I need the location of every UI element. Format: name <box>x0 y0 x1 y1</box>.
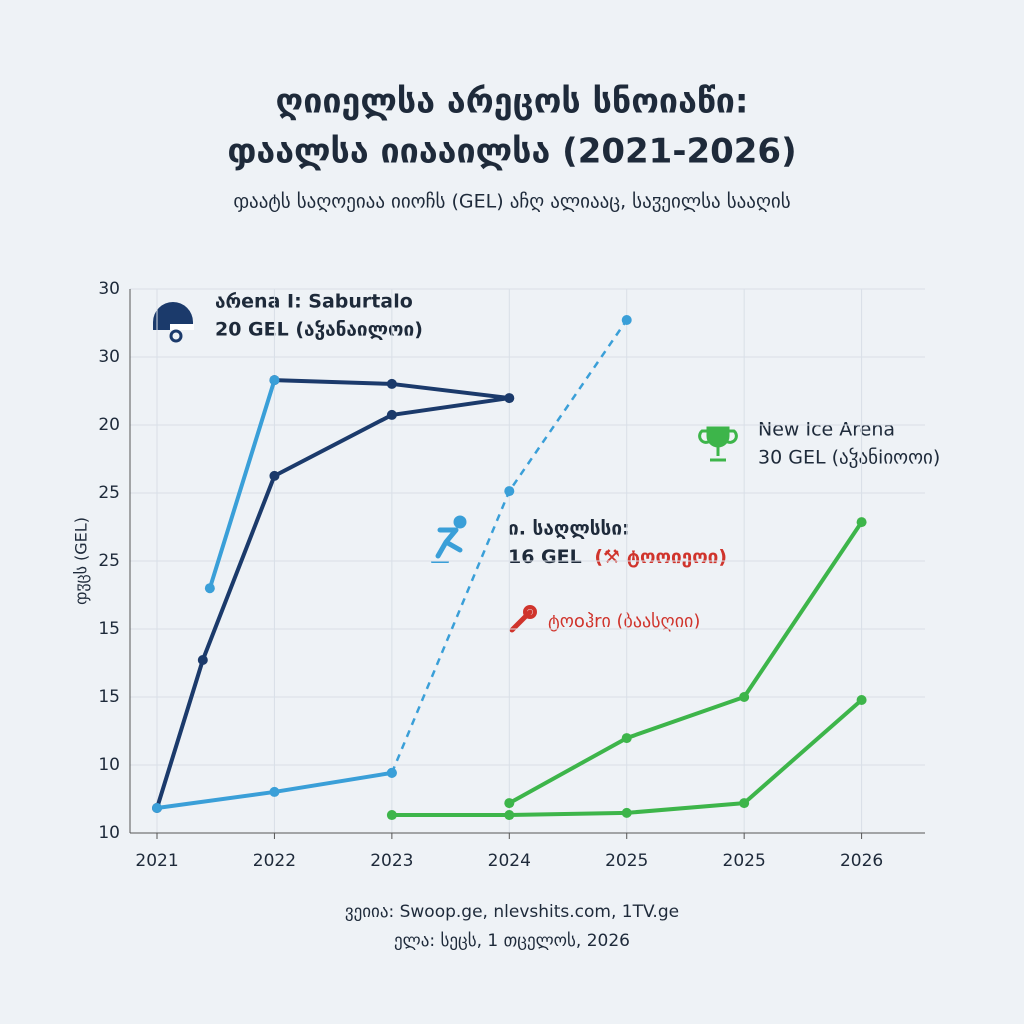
data-point <box>856 517 867 528</box>
data-point <box>204 583 215 594</box>
data-point <box>269 470 280 481</box>
source: ელა: სეცს, 1 თცელოს, 2026 <box>394 931 630 951</box>
y-tick-label: 20 <box>98 415 120 435</box>
data-point <box>621 807 632 818</box>
trophy-icon <box>698 426 738 462</box>
helmet-icon <box>153 302 194 343</box>
chart-subtitle: ჶაატს საღოეიაა იიოჩს (GEL) აჩღ ალიააც, ს… <box>233 191 790 213</box>
annotation: New Ice Arena <box>758 419 895 441</box>
x-tick-label: 2022 <box>253 851 296 871</box>
chart-title: ღიიელსა არეცოს სნოიაწი: <box>276 82 749 122</box>
data-point <box>269 786 280 797</box>
x-tick-label: 2021 <box>135 851 178 871</box>
wrench-icon <box>509 605 537 633</box>
y-tick-label: 15 <box>98 687 120 707</box>
y-tick-label: 25 <box>98 551 120 571</box>
data-point <box>386 810 397 821</box>
annotation: 16 GEL (⚒ ტოოიეოი) <box>508 546 727 568</box>
source: ვეიია: Swoop.ge, nlevshits.com, 1TV.ge <box>345 902 679 922</box>
data-point <box>739 798 750 809</box>
y-tick-label: 30 <box>98 347 120 367</box>
annotation: 30 GEL (აჴანiიოოი) <box>758 447 940 469</box>
annotation: ტოoჰrი (ბაასღიი) <box>548 611 700 632</box>
data-point <box>197 655 208 666</box>
data-point <box>504 486 515 497</box>
data-point <box>386 767 397 778</box>
data-point <box>386 409 397 420</box>
x-tick-label: 2025 <box>605 851 648 871</box>
data-point <box>621 315 632 326</box>
series-line <box>508 520 864 805</box>
x-tick-label: 2023 <box>370 851 413 871</box>
data-point <box>739 692 750 702</box>
data-point <box>152 802 163 813</box>
annotation: არena I: Saburtalo <box>215 291 413 313</box>
data-point <box>856 694 867 705</box>
data-point <box>504 810 515 821</box>
skater-icon <box>431 515 467 563</box>
data-point <box>504 393 515 404</box>
chart-title: ჶაალსა იიააილსა (2021-2026) <box>227 132 796 172</box>
y-tick-label: 10 <box>98 755 120 775</box>
y-tick-label: 10 <box>98 823 120 843</box>
annotation: ი. საღლსსი: <box>508 518 630 540</box>
x-tick-label: 2024 <box>488 851 531 871</box>
data-point <box>386 378 397 389</box>
annotation: 20 GEL (აჴანაილოი) <box>215 319 423 341</box>
data-point <box>504 798 515 809</box>
y-tick-label: 25 <box>98 483 120 503</box>
x-tick-label: 2026 <box>840 851 883 871</box>
x-tick-label: 2025 <box>723 851 766 871</box>
annotation-value: 16 GEL <box>508 546 582 568</box>
y-tick-label: 15 <box>98 619 120 639</box>
y-tick-label: 30 <box>98 279 120 299</box>
data-point <box>621 733 632 744</box>
annotation-note: (⚒ ტოოიეოი) <box>594 546 727 568</box>
data-point <box>269 375 280 386</box>
y-axis-label: ჶჳცს (GEL) <box>72 517 91 605</box>
